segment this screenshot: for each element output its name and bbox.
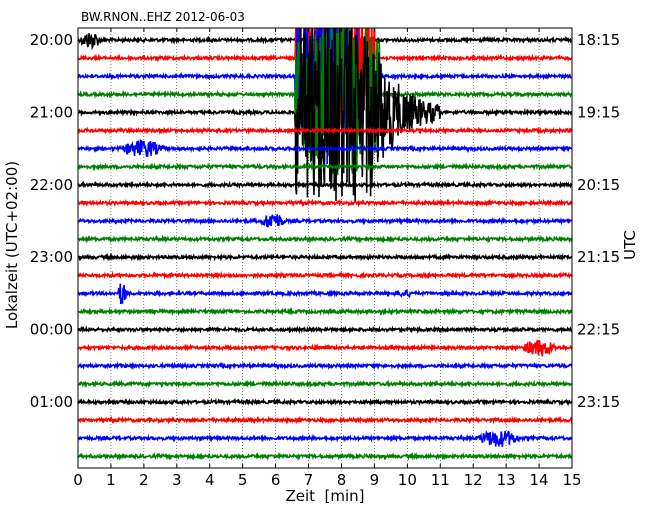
x-tick-label: 14 [530,471,549,489]
trace-row-23 [78,451,572,461]
y-tick-label-right: 22:15 [577,321,620,339]
traces-group [78,28,572,461]
x-tick-label: 13 [497,471,516,489]
x-tick-label: 2 [139,471,149,489]
trace-row-8 [78,180,572,190]
chart-title: BW.RNON..EHZ 2012-06-03 [81,10,245,24]
y-tick-label-left: 23:00 [30,248,73,266]
trace-row-10 [78,214,572,228]
y-tick-label-left: 22:00 [30,176,73,194]
y-tick-label-right: 23:15 [577,393,620,411]
trace-row-20 [78,397,572,407]
trace-row-7 [78,162,572,172]
y-tick-label-left: 21:00 [30,103,73,121]
trace-row-5 [78,125,572,136]
x-tick-label: 5 [238,471,248,489]
trace-row-13 [78,270,572,280]
x-axis-label: Zeit [min] [285,487,365,505]
trace-row-12 [78,252,572,262]
y-tick-label-left: 01:00 [30,393,73,411]
y-tick-label-right: 21:15 [577,248,620,266]
y-axis-label-left: Lokalzeit (UTC+02:00) [3,160,21,330]
x-tick-label: 3 [172,471,182,489]
trace-row-21 [78,415,572,425]
trace-row-17 [78,339,572,357]
y-tick-label-right: 18:15 [577,31,620,49]
trace-row-19 [78,379,572,389]
trace-row-4 [78,28,572,203]
y-axis-label-right: UTC [621,230,639,260]
y-tick-label-left: 20:00 [30,31,73,49]
trace-row-15 [78,307,572,317]
trace-row-14 [78,283,572,305]
y-tick-label-left: 00:00 [30,321,73,339]
x-tick-label: 7 [304,471,314,489]
x-tick-label: 15 [562,471,581,489]
x-tick-label: 10 [398,471,417,489]
y-tick-label-right: 20:15 [577,176,620,194]
trace-row-18 [78,361,572,371]
x-tick-label: 11 [431,471,450,489]
x-tick-label: 6 [271,471,281,489]
x-tick-label: 4 [205,471,215,489]
plot-frame [77,27,573,469]
trace-row-22 [78,429,572,447]
y-tick-label-right: 19:15 [577,103,620,121]
x-tick-label: 12 [464,471,483,489]
x-tick-label: 1 [106,471,116,489]
trace-row-9 [78,198,572,208]
trace-row-16 [78,325,572,335]
x-tick-label: 8 [337,471,347,489]
trace-row-11 [78,234,572,244]
trace-row-6 [78,138,572,157]
x-tick-label: 9 [370,471,380,489]
x-tick-label: 0 [73,471,83,489]
